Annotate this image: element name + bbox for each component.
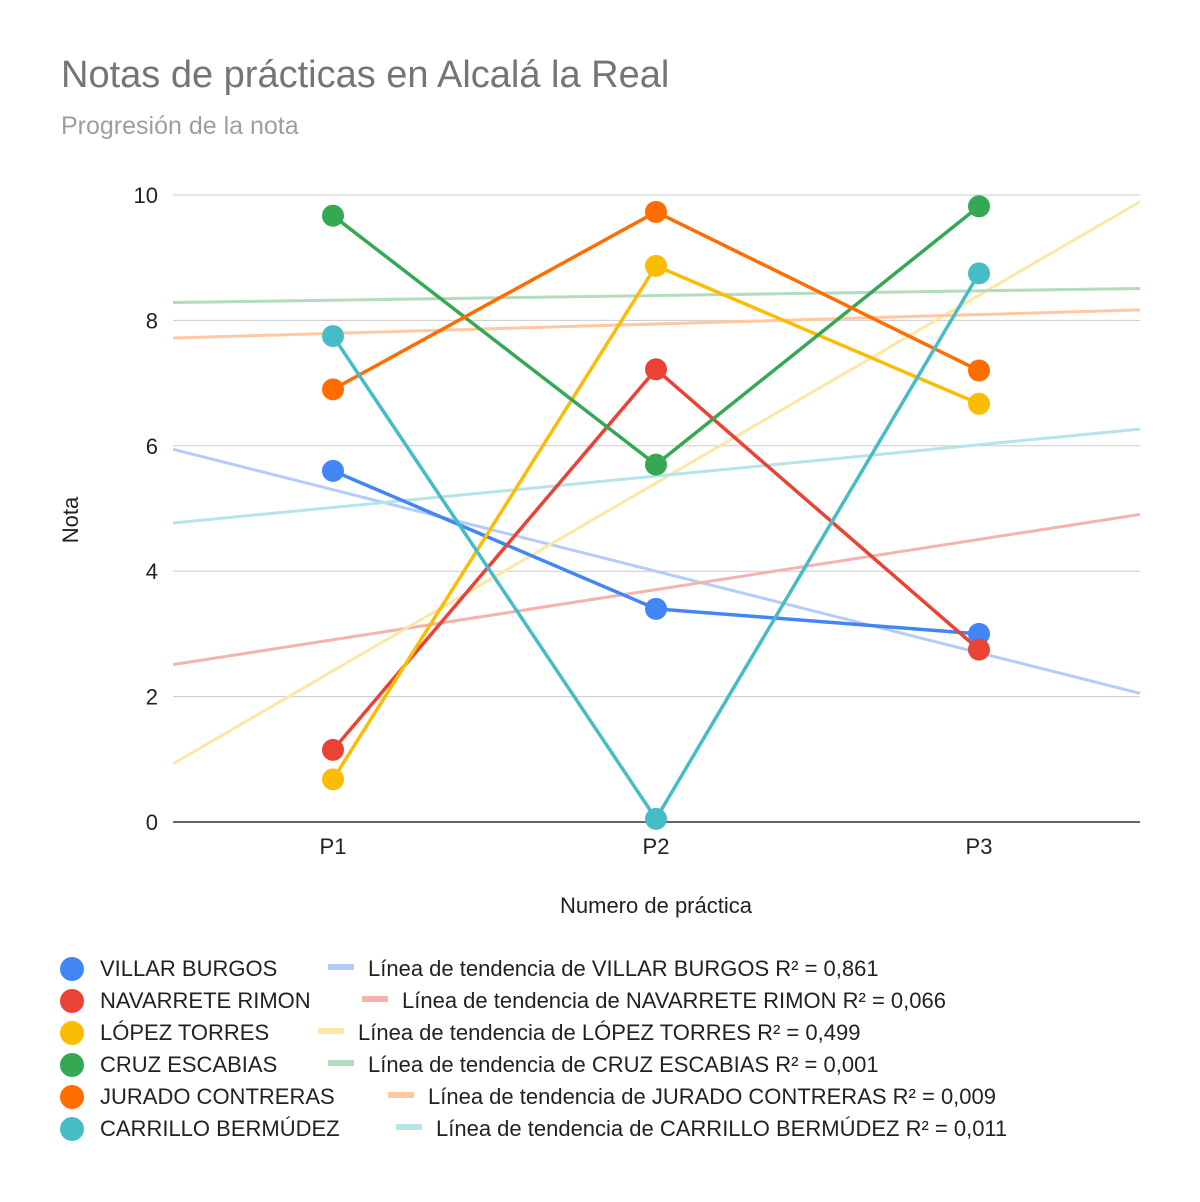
legend-trendline-item: Línea de tendencia de LÓPEZ TORRES R² = … (318, 1020, 860, 1046)
data-point (645, 358, 667, 381)
legend-series-name: CRUZ ESCABIAS (100, 1052, 278, 1077)
x-tick-label: P3 (966, 834, 993, 859)
data-point (645, 597, 667, 620)
data-point (645, 807, 667, 830)
legend-trendline-item: Línea de tendencia de NAVARRETE RIMON R²… (362, 988, 946, 1014)
chart-subtitle: Progresión de la nota (61, 112, 299, 140)
y-tick-label: 2 (146, 685, 158, 710)
legend-trendline-item: Línea de tendencia de CRUZ ESCABIAS R² =… (328, 1052, 879, 1078)
legend-trendline-item: Línea de tendencia de CARRILLO BERMÚDEZ … (396, 1116, 1007, 1142)
y-tick-label: 0 (146, 810, 158, 835)
legend-trend-label: Línea de tendencia de LÓPEZ TORRES R² = … (358, 1020, 861, 1045)
data-point (968, 195, 990, 218)
trendline (172, 512, 1141, 667)
data-points (322, 195, 990, 830)
legend-series-name: LÓPEZ TORRES (100, 1020, 270, 1045)
trendline (172, 286, 1141, 305)
legend-trend-label: Línea de tendencia de VILLAR BURGOS R² =… (368, 956, 879, 981)
legend-series-name: NAVARRETE RIMON (100, 988, 311, 1013)
legend-trend-label: Línea de tendencia de JURADO CONTRERAS R… (428, 1084, 996, 1109)
legend-marker (60, 1021, 84, 1045)
y-tick-label: 8 (146, 308, 158, 333)
legend-trend-swatch (396, 1124, 422, 1131)
legend-marker (60, 957, 84, 981)
legend-trend-swatch (388, 1092, 414, 1099)
legend-series-name: JURADO CONTRERAS (100, 1084, 335, 1109)
y-tick-label: 4 (146, 559, 158, 584)
data-point (322, 768, 344, 791)
x-tick-label: P1 (320, 834, 347, 859)
series-line (331, 264, 980, 781)
trendline (172, 308, 1141, 340)
legend-series-name: VILLAR BURGOS (100, 956, 278, 981)
trendline (172, 200, 1141, 766)
chart-title: Notas de prácticas en Alcalá la Real (61, 54, 670, 96)
data-point (322, 325, 344, 348)
legend-trendline-item: Línea de tendencia de JURADO CONTRERAS R… (388, 1084, 996, 1110)
data-point (968, 262, 990, 285)
data-point (322, 204, 344, 227)
legend-marker (60, 989, 84, 1013)
legend-trend-swatch (328, 964, 354, 971)
data-point (322, 459, 344, 482)
x-axis-ticks: P1 P2 P3 (320, 834, 993, 859)
series-line (331, 367, 981, 752)
legend-trend-swatch (328, 1060, 354, 1067)
data-point (322, 738, 344, 761)
legend-trend-label: Línea de tendencia de CRUZ ESCABIAS R² =… (368, 1052, 879, 1077)
x-tick-label: P2 (643, 834, 670, 859)
legend-series-name: CARRILLO BERMÚDEZ (100, 1116, 340, 1141)
legend-trend-label: Línea de tendencia de NAVARRETE RIMON R²… (402, 988, 946, 1013)
data-point (645, 200, 667, 223)
y-axis-ticks: 0 2 4 6 8 10 (134, 183, 158, 835)
legend-marker (60, 1085, 84, 1109)
data-point (968, 392, 990, 415)
legend-trend-swatch (318, 1028, 344, 1035)
legend-marker (60, 1053, 84, 1077)
y-tick-label: 6 (146, 434, 158, 459)
data-point (645, 254, 667, 277)
data-point (968, 359, 990, 382)
data-point (322, 378, 344, 401)
data-point (968, 622, 990, 645)
legend-trend-label: Línea de tendencia de CARRILLO BERMÚDEZ … (436, 1116, 1008, 1141)
series-line (331, 272, 981, 821)
x-axis-label: Numero de práctica (560, 893, 753, 918)
legend-trend-swatch (362, 996, 388, 1003)
trendline (172, 427, 1141, 525)
trendlines (172, 200, 1141, 766)
y-axis-label: Nota (58, 496, 83, 543)
data-point (968, 638, 990, 661)
legend-marker (60, 1117, 84, 1141)
legend-trendline-item: Línea de tendencia de VILLAR BURGOS R² =… (328, 956, 879, 982)
y-tick-label: 10 (134, 183, 158, 208)
data-point (645, 453, 667, 476)
